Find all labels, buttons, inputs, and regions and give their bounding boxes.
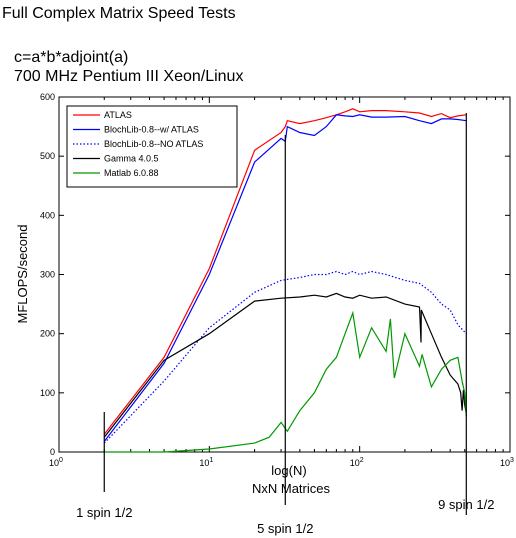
spin-marker-label: 9 spin 1/2 <box>438 497 494 512</box>
x-axis-label-line-2: NxN Matrices <box>252 481 331 496</box>
legend-label: ATLAS <box>104 110 132 120</box>
series-line-0 <box>103 108 467 435</box>
x-axis-label-line-1: log(N) <box>271 463 306 478</box>
y-tick-label: 100 <box>40 388 55 398</box>
legend: ATLAS BlochLib-0.8--w/ ATLAS BlochLib-0.8-… <box>66 105 238 188</box>
y-axis-ticks: 0 100 200 300 400 500 600 <box>40 92 510 457</box>
y-tick-label: 600 <box>40 92 55 102</box>
series-line-1 <box>103 114 467 442</box>
chart-subtitle-line-1: c=a*b*adjoint(a) <box>14 49 128 66</box>
x-tick-label: 103 <box>500 457 514 468</box>
y-tick-label: 400 <box>40 210 55 220</box>
legend-label: Matlab 6.0.88 <box>104 168 159 178</box>
x-tick-label: 101 <box>199 457 213 468</box>
legend-label: Gamma 4.0.5 <box>104 154 159 164</box>
x-axis-ticks: 100 101 102 103 <box>49 97 514 468</box>
spin-marker-label: 5 spin 1/2 <box>257 521 313 536</box>
chart-subtitle-line-2: 700 MHz Pentium III Xeon/Linux <box>14 68 243 85</box>
legend-label: BlochLib-0.8--NO ATLAS <box>104 139 203 149</box>
y-tick-label: 500 <box>40 151 55 161</box>
series-line-2 <box>103 270 467 444</box>
chart-title: Full Complex Matrix Speed Tests <box>2 5 236 22</box>
y-tick-label: 200 <box>40 329 55 339</box>
x-tick-label: 102 <box>350 457 364 468</box>
series-line-3 <box>103 292 467 438</box>
y-axis-label: MFLOPS/second <box>15 225 30 324</box>
y-tick-label: 300 <box>40 270 55 280</box>
spin-marker-label: 1 spin 1/2 <box>76 505 132 520</box>
spin-markers: 1 spin 1/2 5 spin 1/2 9 spin 1/2 <box>76 113 494 536</box>
x-tick-label: 100 <box>49 457 63 468</box>
y-tick-label: 0 <box>50 447 55 457</box>
series-group <box>103 108 467 453</box>
legend-label: BlochLib-0.8--w/ ATLAS <box>104 125 199 135</box>
series-line-4 <box>104 310 467 453</box>
